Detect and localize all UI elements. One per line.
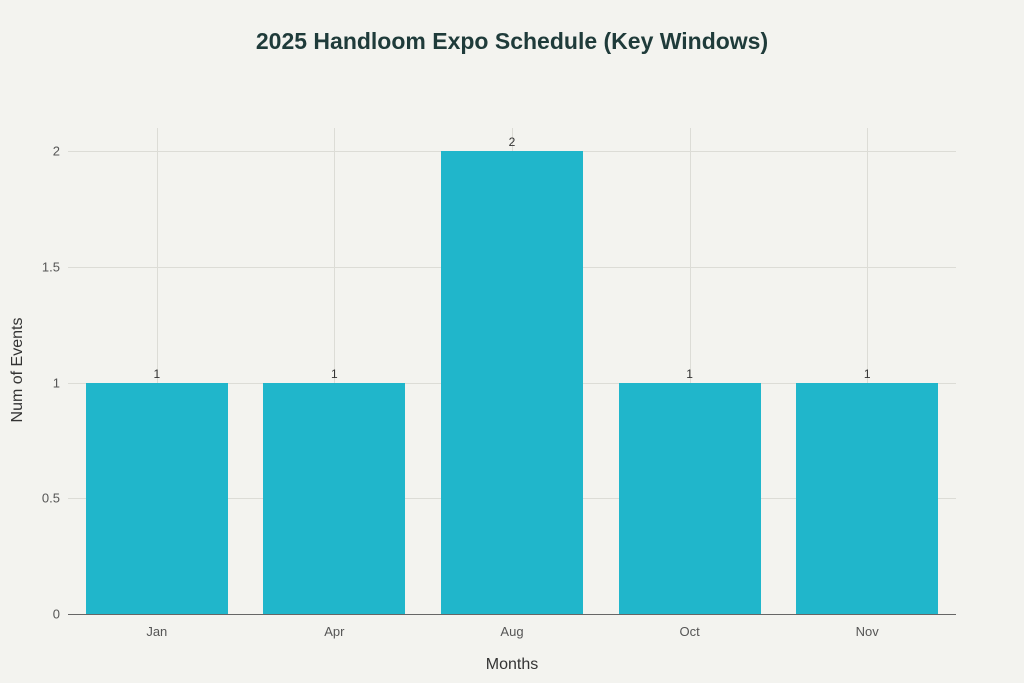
bar-jan xyxy=(85,382,228,614)
y-tick-label: 1.5 xyxy=(41,259,60,275)
bar-value-label: 1 xyxy=(863,366,871,381)
y-tick-label: 1 xyxy=(52,375,60,391)
bar-value-label: 1 xyxy=(153,366,161,381)
y-tick-label: 0.5 xyxy=(41,490,60,506)
vertical-gridline xyxy=(334,128,336,614)
x-axis-line xyxy=(68,614,956,615)
bar-value-label: 1 xyxy=(331,366,338,381)
vertical-gridline xyxy=(689,128,691,614)
bar-apr xyxy=(263,382,406,614)
bar-nov xyxy=(796,382,939,614)
x-tick-label: Apr xyxy=(324,624,345,639)
x-tick-label: Jan xyxy=(146,624,168,639)
bar-value-label: 1 xyxy=(686,366,693,381)
bar-value-label: 2 xyxy=(508,135,516,150)
y-tick-label: 2 xyxy=(52,143,60,159)
x-tick-label: Oct xyxy=(679,624,700,639)
plot-area: 1 1 2 1 1 xyxy=(68,128,956,614)
bar-oct xyxy=(618,382,761,614)
x-tick-label: Nov xyxy=(855,624,879,639)
chart-title: 2025 Handloom Expo Schedule (Key Windows… xyxy=(255,28,769,54)
vertical-gridline xyxy=(156,128,158,614)
vertical-gridline xyxy=(867,128,869,614)
x-axis-label: Months xyxy=(485,656,539,673)
y-tick-label: 0 xyxy=(52,606,60,622)
bar-aug xyxy=(440,151,584,614)
x-tick-label: Aug xyxy=(500,624,524,639)
y-axis-label: Num of Events xyxy=(9,317,26,423)
